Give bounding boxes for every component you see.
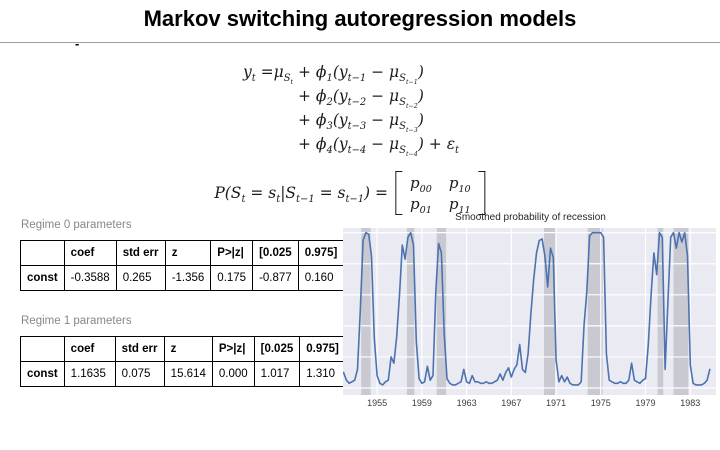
stray-bullet-mark: - [75,36,80,51]
cell-z: 15.614 [163,361,213,387]
regime-0-parameters-section: Regime 0 parameters coef std err z P>|z|… [20,219,345,291]
recession-band [543,228,556,395]
matrix-cell-p01: p01 [410,194,432,216]
matrix-right-bracket [478,171,486,215]
recession-band [406,228,415,395]
ar-eq-lhs: yt =μSt [242,63,294,87]
col-header-blank [20,240,65,266]
col-header-ci-high: 0.975] [297,240,345,266]
regime-0-table: coef std err z P>|z| [0.025 0.975] const… [20,240,345,291]
regime-0-label: Regime 0 parameters [21,219,132,231]
x-tick-label: 1983 [680,398,701,408]
title-divider [0,42,720,43]
table-header-row: coef std err z P>|z| [0.025 0.975] [20,240,345,266]
x-tick-label: 1979 [635,398,656,408]
regime-1-label: Regime 1 parameters [21,315,132,327]
transition-eq-lhs: P(St = st|St−1 = st−1) = [214,184,389,206]
row-label: const [20,361,65,387]
matrix-cell-p10: p10 [448,173,471,195]
col-header-z: z [163,336,213,362]
cell-ci-low: -0.877 [252,265,299,291]
col-header-pvalue: P>|z| [211,336,255,362]
transition-matrix: p00 p10 p01 p11 [402,171,479,216]
ar-eq-term-2: + ϕ2(yt−2 − μSt−2) [298,87,424,111]
x-tick-label: 1971 [546,398,567,408]
table-header-row: coef std err z P>|z| [0.025 0.975] [20,336,346,362]
x-tick-label: 1959 [411,398,432,408]
row-label: const [20,265,65,291]
x-tick-label: 1963 [456,398,477,408]
matrix-cell-p00: p00 [410,173,432,195]
cell-coef: -0.3588 [63,265,117,291]
col-header-ci-low: [0.025 [253,336,301,362]
table-row-const: const -0.3588 0.265 -1.356 0.175 -0.877 … [20,265,345,291]
cell-pvalue: 0.175 [210,265,254,291]
regime-1-parameters-section: Regime 1 parameters coef std err z P>|z|… [20,315,346,387]
col-header-pvalue: P>|z| [210,240,254,266]
transition-equation: P(St = st|St−1 = st−1) = p00 p10 p01 p11 [214,169,486,217]
ar-equation: yt =μSt + ϕ1(yt−1 − μSt−1) + ϕ2(yt−2 − μ… [242,60,460,159]
col-header-stderr: std err [115,240,166,266]
slide-title: Markov switching autoregression models [143,6,577,31]
matrix-left-bracket [395,171,403,215]
cell-coef: 1.1635 [63,361,116,387]
col-header-ci-low: [0.025 [252,240,299,266]
recession-probability-chart: Smoothed probability of recession 1955 19… [343,212,718,409]
chart-x-axis: 1955 1959 1963 1967 1971 1975 1979 1983 [343,395,718,409]
matrix-cell-p11: p11 [448,194,471,216]
regime-1-table: coef std err z P>|z| [0.025 0.975] const… [20,336,346,387]
chart-title: Smoothed probability of recession [455,212,606,223]
x-tick-label: 1975 [590,398,611,408]
table-row-const: const 1.1635 0.075 15.614 0.000 1.017 1.… [20,361,346,387]
ar-eq-term-4: + ϕ4(yt−4 − μSt−4) + εt [298,135,460,159]
probability-plot-svg [343,228,716,395]
cell-ci-high: 1.310 [299,361,346,387]
col-header-coef: coef [63,336,116,362]
recession-band [436,228,447,395]
recession-band [361,228,371,395]
ar-eq-term-1: + ϕ1(yt−1 − μSt−1) [298,63,424,87]
cell-pvalue: 0.000 [211,361,255,387]
x-tick-label: 1955 [367,398,388,408]
recession-band [657,228,664,395]
cell-z: -1.356 [164,265,212,291]
cell-stderr: 0.265 [115,265,166,291]
cell-stderr: 0.075 [114,361,165,387]
cell-ci-high: 0.160 [297,265,345,291]
recession-band [673,228,689,395]
col-header-stderr: std err [114,336,165,362]
chart-plot-area [343,228,716,395]
cell-ci-low: 1.017 [253,361,301,387]
col-header-coef: coef [63,240,117,266]
recession-band [587,228,603,395]
col-header-blank [20,336,65,362]
col-header-ci-high: 0.975] [299,336,346,362]
x-tick-label: 1967 [501,398,522,408]
ar-eq-term-3: + ϕ3(yt−3 − μSt−3) [298,111,424,135]
probability-line [343,231,711,386]
col-header-z: z [164,240,212,266]
